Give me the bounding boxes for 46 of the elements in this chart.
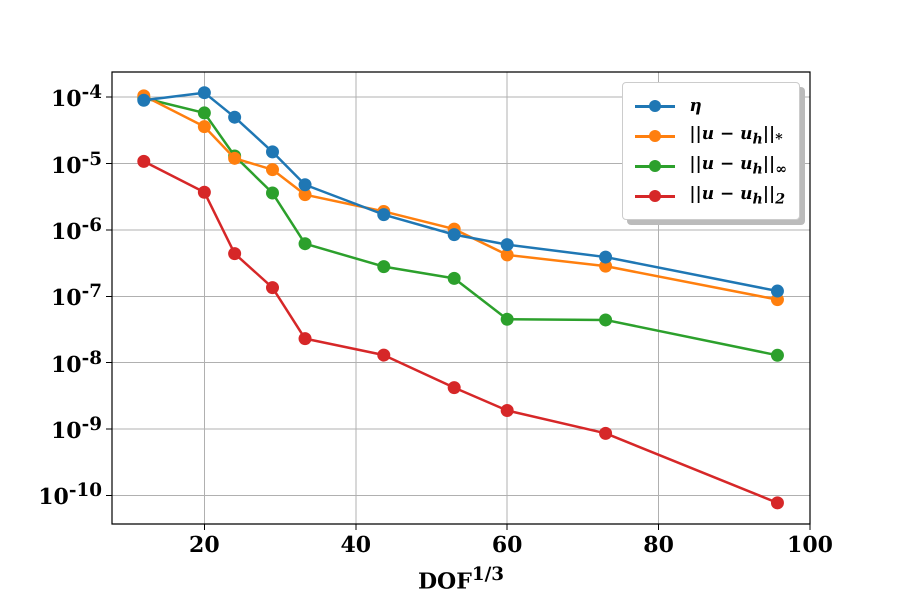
point: [298, 237, 312, 250]
y-tick-label: 10$^{-7}$: [51, 281, 102, 312]
legend-label: ||u − u$_{h}$||$_{2}$: [689, 184, 786, 208]
point: [266, 186, 279, 200]
x-tick-label: 80: [643, 532, 674, 558]
y-tick-label: 10$^{-6}$: [51, 214, 102, 246]
point: [266, 163, 279, 176]
point: [599, 313, 612, 326]
x-tick-label: 100: [787, 532, 833, 558]
point: [448, 381, 461, 394]
point: [770, 284, 784, 298]
legend-label: ||u − u$_{h}$||$_{*}$: [689, 124, 783, 148]
point: [228, 247, 242, 260]
point: [377, 260, 390, 274]
point: [228, 110, 242, 124]
y-tick-label: 10$^{-8}$: [51, 347, 102, 378]
point: [266, 281, 279, 294]
point: [377, 208, 390, 222]
y-tick-label: 10$^{-9}$: [51, 414, 102, 444]
point: [298, 178, 312, 192]
point: [266, 145, 279, 158]
point: [500, 238, 514, 252]
point: [137, 154, 150, 168]
x-tick-label: 60: [492, 532, 522, 558]
point: [448, 272, 461, 285]
point: [198, 106, 211, 120]
point: [770, 496, 784, 510]
y-tick-label: 10$^{-4}$: [51, 82, 102, 112]
point: [500, 312, 514, 326]
point: [198, 186, 211, 199]
legend-label: ||u − u$_{h}$||$_{∞}$: [689, 154, 787, 178]
point: [298, 332, 312, 346]
x-axis-title: DOF$^{1/3}$: [418, 564, 504, 594]
point: [377, 348, 390, 362]
point: [198, 120, 211, 134]
y-tick-label: 10$^{-10}$: [38, 480, 102, 511]
point: [599, 250, 612, 264]
point: [770, 348, 784, 362]
point: [500, 404, 514, 417]
legend-label: η: [689, 96, 702, 116]
x-tick-label: 20: [189, 532, 220, 558]
y-tick-label: 10$^{-5}$: [51, 148, 102, 179]
x-tick-label: 40: [340, 532, 372, 558]
point: [198, 86, 211, 100]
point: [448, 228, 461, 242]
point: [599, 426, 612, 440]
